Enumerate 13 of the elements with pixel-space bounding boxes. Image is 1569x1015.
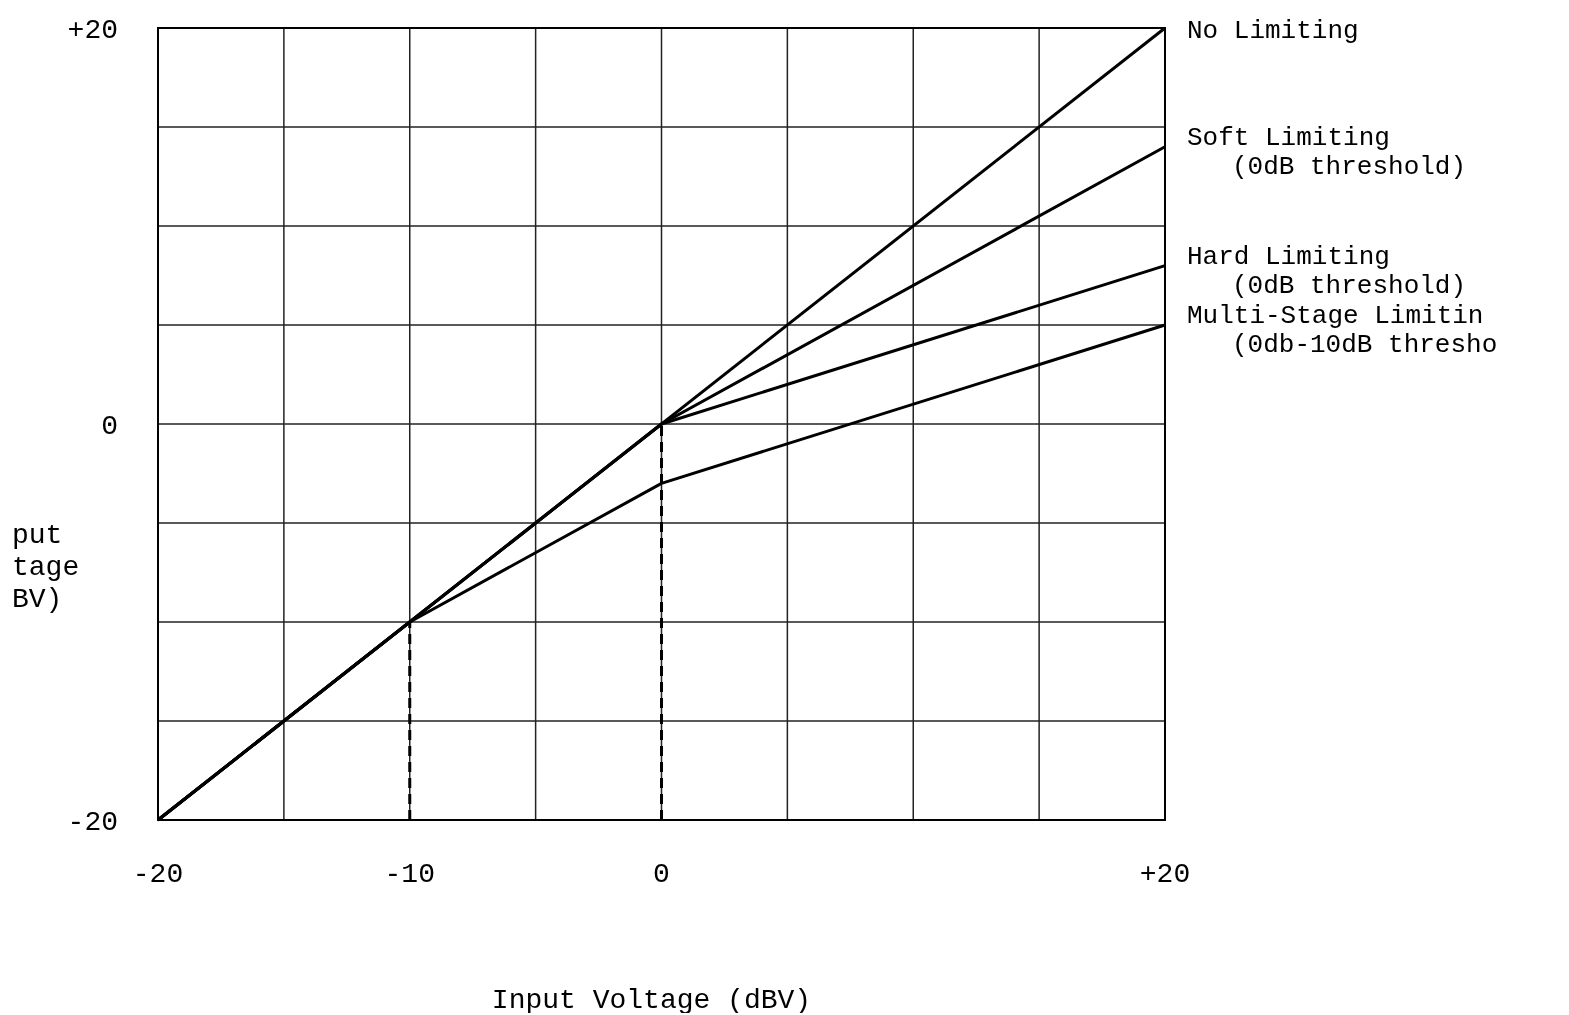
x-tick-label: -10 [384, 859, 435, 890]
series-label: Soft Limiting (0dB threshold) [1187, 122, 1467, 182]
series-label: Hard Limiting (0dB threshold) [1187, 241, 1467, 301]
x-tick-label: -20 [132, 859, 184, 890]
series-label: No Limiting [1187, 16, 1359, 46]
x-axis-title: Input Voltage (dBV) [491, 985, 812, 1015]
y-tick-label: +20 [67, 15, 118, 46]
x-tick-label: 0 [653, 859, 670, 890]
y-tick-label: 0 [101, 411, 118, 442]
y-axis-title: put tage BV) [12, 520, 80, 615]
series-label: Multi-Stage Limitin (0db-10dB thresho [1187, 301, 1498, 360]
y-tick-label: -20 [67, 807, 118, 838]
x-tick-label: +20 [1139, 859, 1191, 890]
